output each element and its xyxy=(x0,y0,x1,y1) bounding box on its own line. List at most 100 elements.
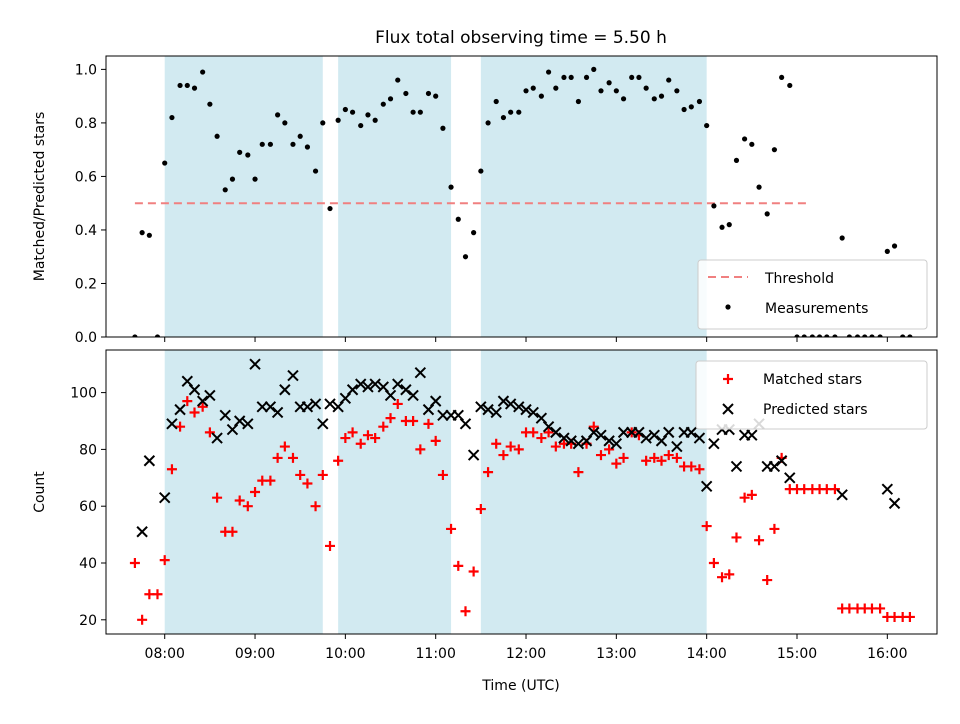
predicted-star-point xyxy=(768,460,781,473)
measurement-point xyxy=(275,112,281,118)
measurement-point xyxy=(749,141,755,147)
matched-star-point xyxy=(505,441,516,452)
matched-star-point xyxy=(152,589,163,600)
measurement-point xyxy=(282,120,288,126)
predicted-star-point xyxy=(384,389,397,402)
measurement-point xyxy=(410,109,416,115)
predicted-star-point xyxy=(542,420,555,433)
measurement-point xyxy=(139,230,145,236)
matched-star-point xyxy=(656,455,667,466)
predicted-star-point xyxy=(219,409,231,422)
matched-star-point xyxy=(453,560,464,571)
matched-star-point xyxy=(370,433,381,444)
matched-star-point xyxy=(204,427,215,438)
matched-star-point xyxy=(573,467,584,478)
measurement-point xyxy=(229,176,236,182)
matched-star-point xyxy=(641,455,652,466)
x-tick-label: 09:00 xyxy=(235,646,275,662)
matched-star-point xyxy=(483,467,494,478)
measurement-point xyxy=(184,82,190,89)
measurement-point xyxy=(726,222,732,228)
matched-star-point xyxy=(340,433,351,444)
matched-star-point xyxy=(588,421,599,432)
matched-star-point xyxy=(686,461,697,472)
measurement-point xyxy=(643,85,649,91)
measurement-point xyxy=(907,334,913,337)
measurement-point xyxy=(877,334,883,337)
matched-star-point xyxy=(491,438,502,449)
predicted-star-point xyxy=(346,384,359,396)
predicted-star-point xyxy=(264,401,277,413)
measurement-point xyxy=(327,205,333,212)
legend-measurement-label: Measurements xyxy=(765,301,868,317)
matched-star-point xyxy=(724,569,735,580)
predicted-star-point xyxy=(700,480,713,493)
measurement-point xyxy=(440,125,446,131)
plot-area xyxy=(132,56,913,337)
predicted-star-point xyxy=(204,389,216,402)
measurement-point xyxy=(365,112,371,118)
measurement-point xyxy=(636,74,642,81)
measurement-point xyxy=(787,82,793,89)
matched-star-point xyxy=(317,469,328,480)
y-axis-label: Count xyxy=(32,471,48,513)
predicted-star-point xyxy=(271,406,284,419)
measurement-point xyxy=(900,334,906,337)
predicted-star-point xyxy=(459,418,472,430)
y-tick-label: 80 xyxy=(79,442,97,458)
measurement-point xyxy=(545,69,552,75)
matched-star-point xyxy=(446,523,457,534)
matched-star-point xyxy=(415,444,426,455)
matched-star-point xyxy=(295,469,306,480)
matched-star-point xyxy=(137,614,148,625)
measurement-point xyxy=(884,248,890,254)
predicted-star-point xyxy=(730,460,743,473)
matched-star-point xyxy=(437,469,448,480)
plot-area xyxy=(129,350,915,634)
measurement-point xyxy=(387,96,394,102)
matched-star-point xyxy=(272,452,283,463)
x-tick-label: 08:00 xyxy=(145,646,185,662)
measurement-point xyxy=(516,109,522,115)
predicted-star-point xyxy=(287,369,299,382)
matched-star-point xyxy=(287,452,298,463)
measurement-point xyxy=(290,141,296,147)
matched-star-point xyxy=(392,398,403,409)
measurement-point xyxy=(629,74,635,81)
predicted-star-point xyxy=(249,358,261,370)
measurement-point xyxy=(779,74,785,81)
measurement-point xyxy=(154,334,161,337)
predicted-star-point xyxy=(301,401,314,413)
matched-star-point xyxy=(708,558,719,568)
matched-star-point xyxy=(604,444,615,455)
predicted-star-point xyxy=(196,395,209,407)
measurement-point xyxy=(342,106,348,113)
predicted-star-point xyxy=(565,435,577,447)
measurement-point xyxy=(132,334,138,337)
legend-measurement-swatch xyxy=(725,304,731,310)
measurement-point xyxy=(561,74,567,81)
predicted-star-point xyxy=(317,418,329,430)
y-tick-label: 0.6 xyxy=(75,169,97,185)
matched-star-point xyxy=(498,450,509,461)
legend-matched-label: Matched stars xyxy=(763,372,862,388)
legend-matched-swatch xyxy=(723,374,733,384)
measurement-point xyxy=(651,96,657,102)
measurement-point xyxy=(613,88,619,94)
y-tick-label: 60 xyxy=(79,499,97,515)
predicted-star-point xyxy=(174,403,186,416)
measurement-point xyxy=(674,88,680,94)
matched-star-point xyxy=(731,532,742,543)
measurement-point xyxy=(794,334,800,337)
count-panel: 20 40 60 80 100 08:00 09:00 10:00 11:00 12:00 13:0… xyxy=(32,349,938,662)
predicted-star-point xyxy=(527,406,539,419)
measurement-point xyxy=(169,114,175,121)
measurement-point xyxy=(222,187,228,193)
predicted-star-point xyxy=(513,401,525,413)
measurement-point xyxy=(448,184,454,190)
predicted-star-point xyxy=(324,398,336,410)
measurement-point xyxy=(620,96,627,102)
predicted-star-point xyxy=(504,398,517,410)
measurement-point xyxy=(681,106,687,113)
predicted-star-point xyxy=(693,432,706,444)
